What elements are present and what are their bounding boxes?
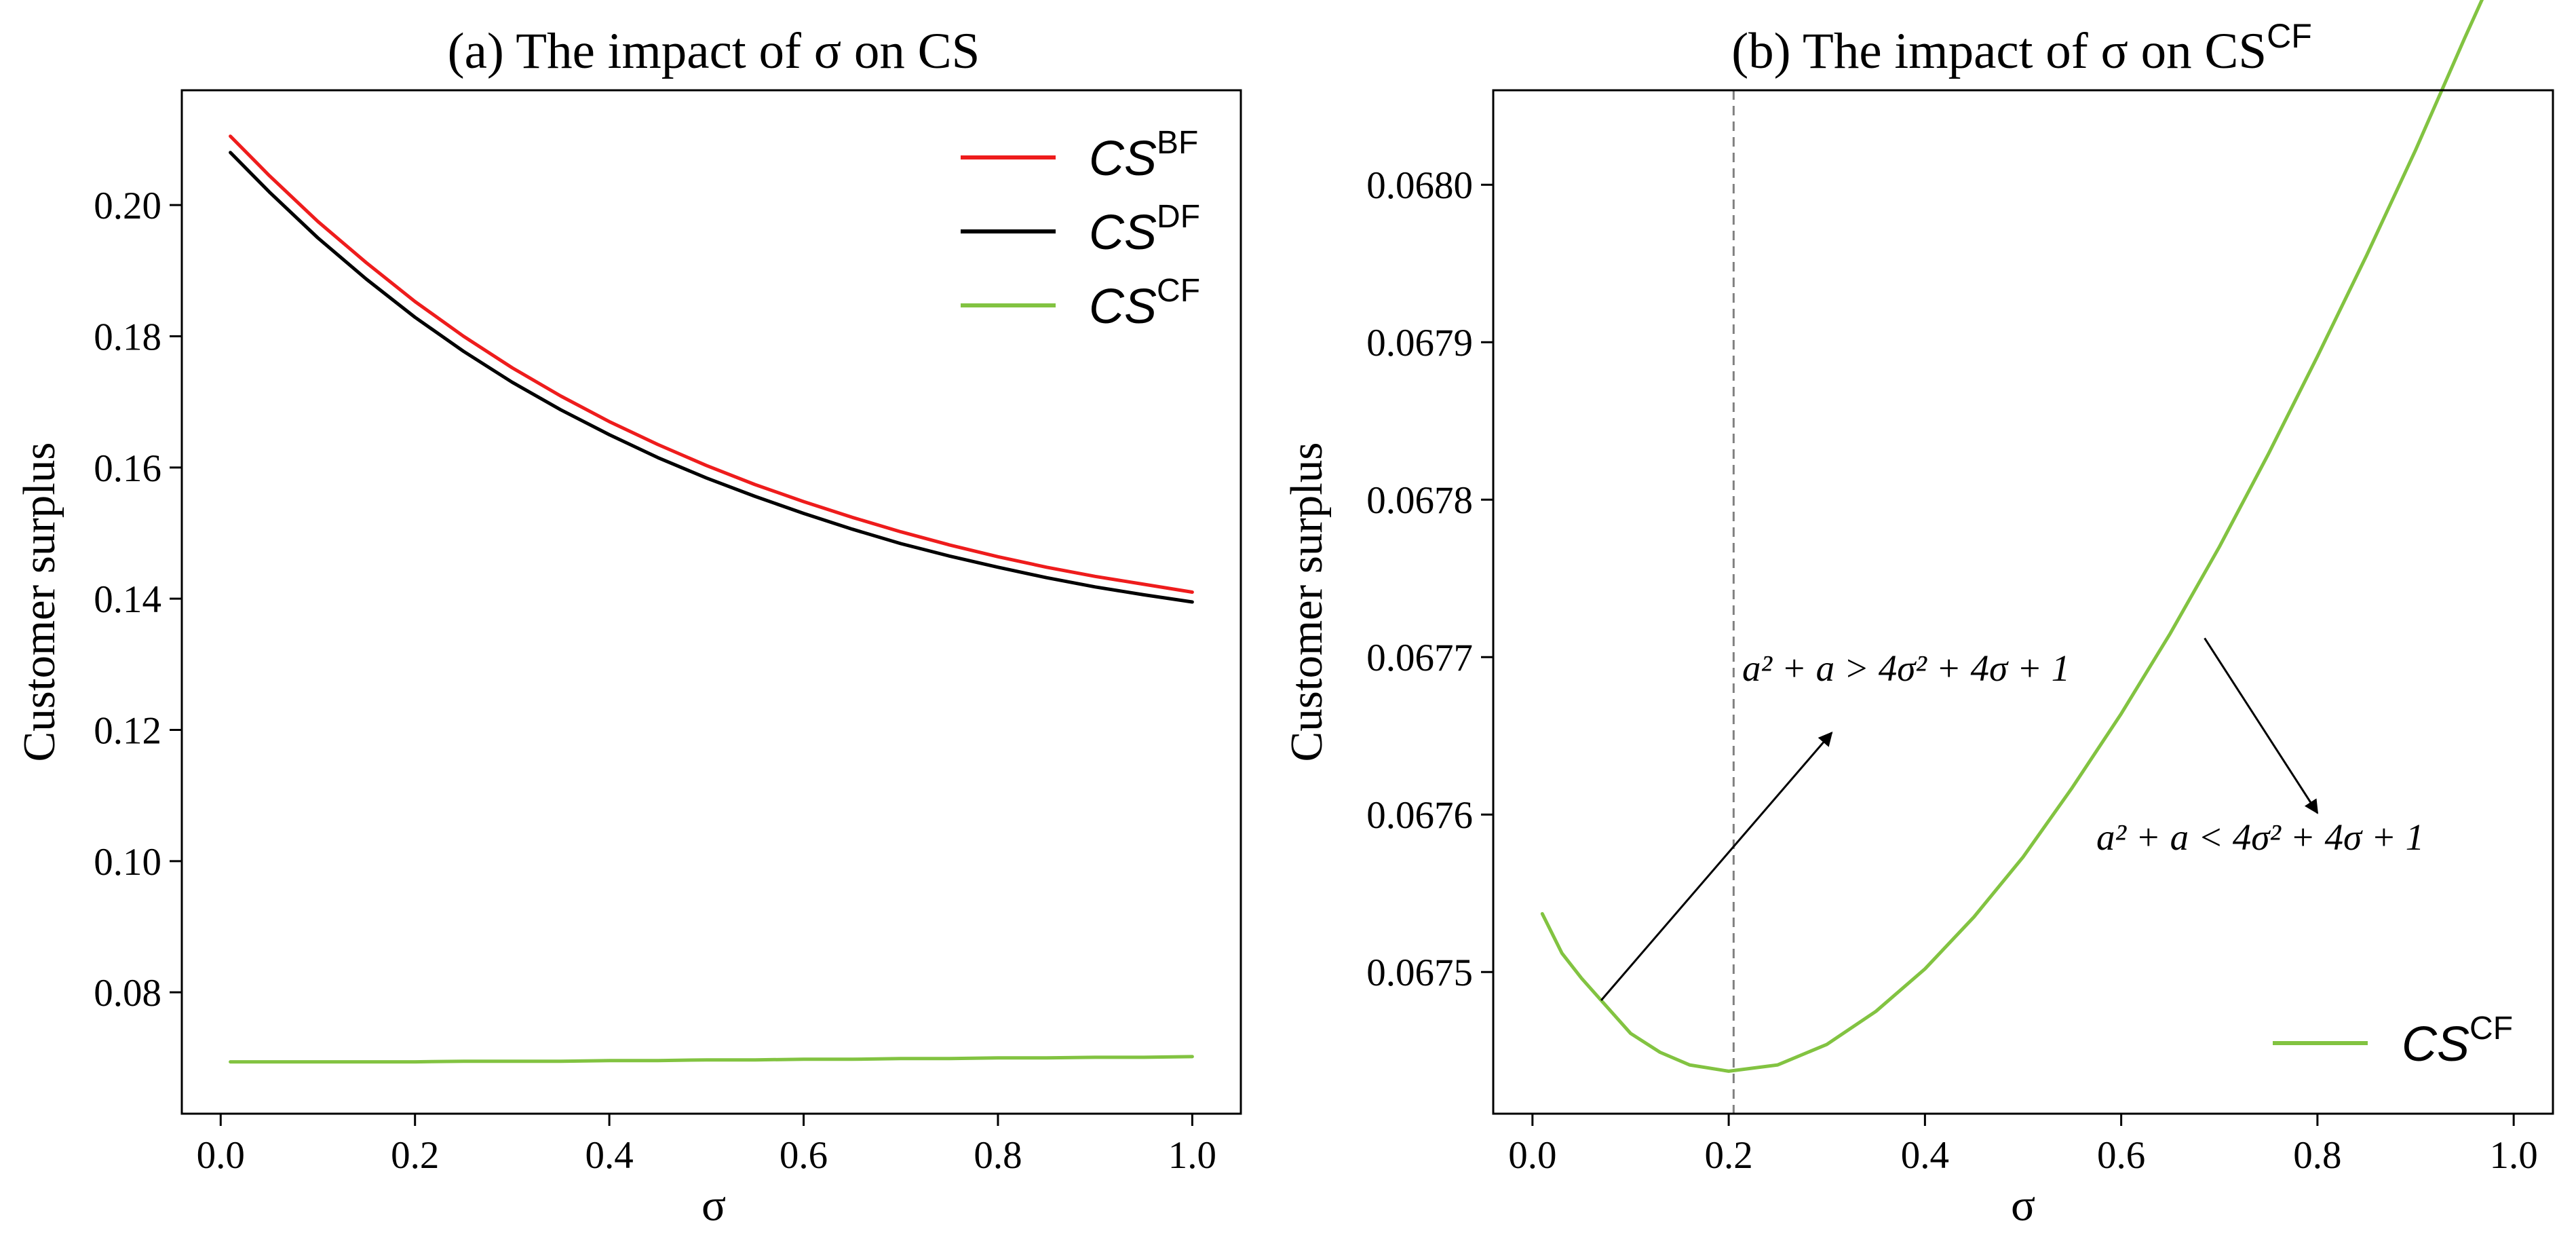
panel-a-axes-frame xyxy=(180,89,1242,1115)
series-line-cs-cf xyxy=(229,1055,1194,1064)
y-tick-label: 0.0679 xyxy=(1366,322,1473,364)
annotation-arrow xyxy=(2204,637,2319,814)
panel-b-title-sup: CF xyxy=(2267,17,2312,55)
x-tick-label: 0.4 xyxy=(585,1134,634,1177)
panel-a-legend: CSBF CSDF CSCF xyxy=(961,125,1200,334)
x-tick-label: 1.0 xyxy=(2490,1134,2538,1177)
annotation-text: a² + a < 4σ² + 4σ + 1 xyxy=(2096,816,2424,858)
legend-label-cs-bf: CSBF xyxy=(1089,125,1198,186)
series-line-cs-cf xyxy=(1540,0,2484,1073)
legend-label-cs-cf: CSCF xyxy=(2402,1011,2513,1072)
x-tick-label: 0.2 xyxy=(391,1134,439,1177)
x-tick-label: 0.2 xyxy=(1704,1134,1752,1177)
panel-a-chart: (a) The impact of σ on CS 0.0 0.2 0.4 0.6 0.… xyxy=(14,23,1242,1230)
y-tick-label: 0.0678 xyxy=(1366,479,1473,522)
y-tick-label: 0.16 xyxy=(94,447,161,490)
x-tick-label: 0.8 xyxy=(2293,1134,2341,1177)
y-tick-label: 0.0676 xyxy=(1366,794,1473,837)
y-tick-label: 0.10 xyxy=(94,841,161,884)
panel-a-title: (a) The impact of σ on CS xyxy=(448,23,980,79)
x-tick-label: 0.0 xyxy=(197,1134,245,1177)
y-tick-label: 0.18 xyxy=(94,316,161,359)
y-tick-label: 0.0675 xyxy=(1366,951,1473,994)
x-tick-label: 0.4 xyxy=(1901,1134,1949,1177)
panel-b-title-main: (b) The impact of σ on CS xyxy=(1731,23,2267,79)
panel-b-y-label: Customer surplus xyxy=(1282,442,1332,762)
x-tick-label: 1.0 xyxy=(1168,1134,1216,1177)
y-tick-label: 0.08 xyxy=(94,972,161,1015)
x-tick-label: 0.6 xyxy=(2097,1134,2145,1177)
annotation-arrow xyxy=(1600,731,1833,1001)
panel-b-legend: CSCF xyxy=(2273,1011,2513,1072)
x-tick-label: 0.8 xyxy=(974,1134,1022,1177)
panel-b-axes-frame xyxy=(1492,89,2554,1115)
y-tick-label: 0.0680 xyxy=(1366,164,1473,207)
y-tick-label: 0.20 xyxy=(94,185,161,227)
series-line-cs-df xyxy=(229,151,1194,604)
y-tick-label: 0.0677 xyxy=(1366,637,1473,679)
legend-label-cs-cf: CSCF xyxy=(1089,273,1200,334)
legend-label-cs-df: CSDF xyxy=(1089,199,1200,260)
y-tick-label: 0.12 xyxy=(94,710,161,753)
panel-a-y-label: Customer surplus xyxy=(14,442,64,762)
annotation-text: a² + a > 4σ² + 4σ + 1 xyxy=(1742,647,2070,689)
panel-a-x-label: σ xyxy=(701,1180,726,1230)
panel-b-chart: (b) The impact of σ on CSCF 0.0 0.2 0.4 0.6… xyxy=(1282,0,2554,1230)
panel-b-title: (b) The impact of σ on CSCF xyxy=(1731,17,2312,79)
series-line-cs-bf xyxy=(229,134,1194,594)
y-tick-label: 0.14 xyxy=(94,578,161,621)
x-tick-label: 0.0 xyxy=(1508,1134,1556,1177)
x-tick-label: 0.6 xyxy=(780,1134,828,1177)
panel-b-x-label: σ xyxy=(2011,1180,2035,1230)
